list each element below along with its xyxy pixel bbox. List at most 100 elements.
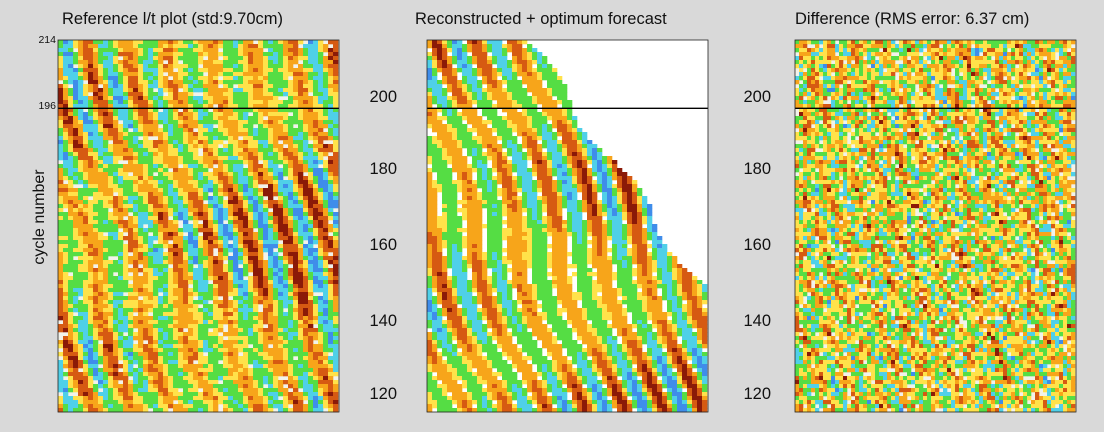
heatmap-cell [118, 296, 124, 301]
heatmap-cell [238, 116, 244, 121]
heatmap-cell [133, 200, 139, 205]
heatmap-cell [88, 296, 94, 301]
heatmap-cell [73, 360, 79, 365]
heatmap-cell [328, 120, 334, 125]
heatmap-cell [113, 300, 119, 305]
heatmap-cell [63, 232, 69, 237]
heatmap-cell [248, 52, 254, 57]
heatmap-cell [223, 308, 229, 313]
heatmap-cell [273, 64, 279, 69]
heatmap-cell [148, 336, 154, 341]
heatmap-cell [103, 260, 109, 265]
heatmap-cell [88, 160, 94, 165]
heatmap-cell [198, 188, 204, 193]
heatmap-cell [98, 208, 104, 213]
heatmap-cell [88, 84, 94, 89]
heatmap-cell [98, 312, 104, 317]
heatmap-cell [283, 196, 289, 201]
heatmap-cell [318, 96, 324, 101]
heatmap-cell [118, 108, 124, 113]
heatmap-cell [268, 372, 274, 377]
heatmap-cell [293, 60, 299, 65]
heatmap-cell [183, 204, 189, 209]
heatmap-cell [248, 232, 254, 237]
heatmap-cell [108, 308, 114, 313]
heatmap-cell [273, 280, 279, 285]
heatmap-cell [118, 260, 124, 265]
heatmap-cell [198, 196, 204, 201]
heatmap-cell [138, 304, 144, 309]
heatmap-cell [323, 240, 329, 245]
heatmap-cell [233, 56, 239, 61]
heatmap-cell [68, 384, 74, 389]
heatmap-cell [113, 172, 119, 177]
heatmap-cell [113, 212, 119, 217]
heatmap-cell [68, 132, 74, 137]
heatmap-cell [308, 356, 314, 361]
heatmap-cell [323, 212, 329, 217]
heatmap-cell [113, 136, 119, 141]
heatmap-cell [248, 84, 254, 89]
heatmap-cell [68, 156, 74, 161]
heatmap-cell [318, 148, 324, 153]
heatmap-cell [283, 304, 289, 309]
heatmap-cell [198, 84, 204, 89]
heatmap-cell [193, 388, 199, 393]
heatmap-cell [163, 68, 169, 73]
heatmap-cell [183, 180, 189, 185]
heatmap-cell [148, 156, 154, 161]
heatmap-cell [253, 208, 259, 213]
heatmap-cell [178, 188, 184, 193]
heatmap-cell [103, 280, 109, 285]
heatmap-cell [58, 192, 64, 197]
heatmap-cell [63, 304, 69, 309]
heatmap-cell [273, 308, 279, 313]
heatmap-cell [178, 256, 184, 261]
heatmap-cell [163, 184, 169, 189]
heatmap-cell [173, 160, 179, 165]
heatmap-cell [203, 232, 209, 237]
heatmap-cell [278, 328, 284, 333]
heatmap-cell [158, 220, 164, 225]
heatmap-cell [188, 236, 194, 241]
heatmap-cell [88, 96, 94, 101]
heatmap-cell [123, 280, 129, 285]
heatmap-cell [133, 356, 139, 361]
heatmap-cell [323, 168, 329, 173]
heatmap-cell [273, 112, 279, 117]
heatmap-cell [148, 272, 154, 277]
heatmap-cell [113, 324, 119, 329]
heatmap-cell [273, 100, 279, 105]
heatmap-cell [253, 156, 259, 161]
heatmap-cell [168, 96, 174, 101]
heatmap-cell [328, 328, 334, 333]
heatmap-cell [183, 344, 189, 349]
heatmap-cell [58, 360, 64, 365]
heatmap-cell [138, 360, 144, 365]
heatmap-cell [123, 404, 129, 409]
heatmap-cell [318, 260, 324, 265]
heatmap-cell [58, 404, 64, 409]
heatmap-cell [168, 272, 174, 277]
heatmap-cell [258, 152, 264, 157]
heatmap-cell [63, 80, 69, 85]
heatmap-cell [218, 172, 224, 177]
heatmap-cell [328, 404, 334, 409]
heatmap-cell [268, 272, 274, 277]
heatmap-cell [168, 152, 174, 157]
heatmap-cell [128, 360, 134, 365]
heatmap-cell [238, 364, 244, 369]
heatmap-cell [108, 296, 114, 301]
heatmap-cell [83, 192, 89, 197]
heatmap-cell [103, 264, 109, 269]
heatmap-cell [188, 128, 194, 133]
heatmap-cell [293, 148, 299, 153]
heatmap-cell [243, 100, 249, 105]
heatmap-cell [113, 236, 119, 241]
heatmap-cell [228, 368, 234, 373]
heatmap-cell [78, 88, 84, 93]
heatmap-cell [88, 264, 94, 269]
heatmap-cell [153, 48, 159, 53]
heatmap-cell [303, 156, 309, 161]
heatmap-cell [133, 344, 139, 349]
